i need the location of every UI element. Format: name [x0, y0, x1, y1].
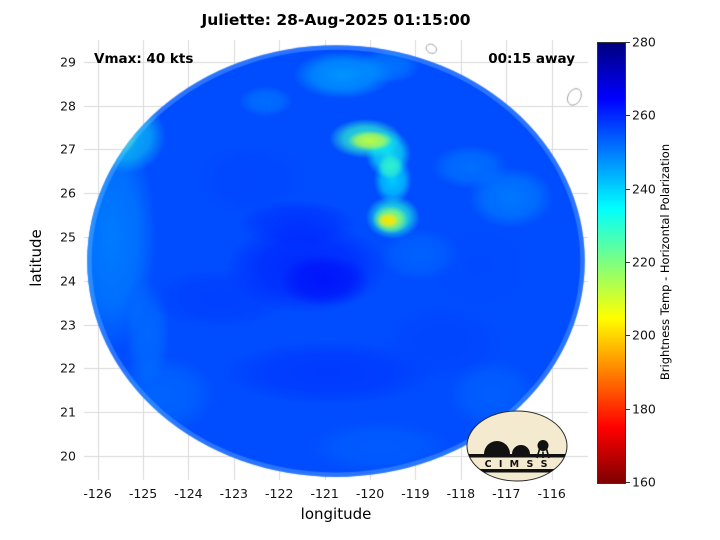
colorbar	[597, 42, 626, 484]
x-tick-label: -117	[492, 486, 521, 501]
x-tick-label: -119	[401, 486, 430, 501]
colorbar-tick-mark	[626, 262, 630, 263]
logo-dome-large-icon	[484, 441, 510, 454]
y-tick-label: 27	[60, 141, 76, 157]
y-tick-label: 22	[60, 360, 76, 376]
colorbar-tick-mark	[626, 482, 630, 483]
time-away-annotation: 00:15 away	[488, 51, 575, 67]
vmax-annotation: Vmax: 40 kts	[94, 51, 194, 67]
logo-bar-top	[467, 454, 567, 458]
logo-dome-small-icon	[512, 445, 530, 454]
x-tick-label: -121	[310, 486, 339, 501]
y-tick-label: 28	[60, 98, 76, 114]
colorbar-tick-mark	[626, 335, 630, 336]
y-tick-label: 23	[60, 317, 76, 333]
y-tick-label: 24	[60, 273, 76, 289]
y-tick-label: 26	[60, 185, 76, 201]
y-tick-label: 29	[60, 54, 76, 70]
logo-water-tower-icon	[537, 440, 549, 451]
colorbar-tick-label: 260	[632, 107, 656, 123]
colorbar-tick-label: 280	[632, 34, 656, 50]
x-tick-label: -122	[265, 486, 294, 501]
x-axis-label: longitude	[300, 505, 372, 523]
colorbar-tick-label: 160	[632, 474, 656, 490]
colorbar-tick-label: 200	[632, 327, 656, 343]
colorbar-tick-label: 220	[632, 254, 656, 270]
colorbar-tick-mark	[626, 115, 630, 116]
x-tick-label: -120	[355, 486, 385, 501]
y-tick-label: 21	[60, 404, 76, 420]
y-axis-label: latitude	[27, 229, 45, 287]
y-tick-label: 20	[60, 448, 76, 464]
chart-title: Juliette: 28-Aug-2025 01:15:00	[201, 11, 471, 29]
y-tick-label: 25	[60, 229, 76, 245]
colorbar-label: Brightness Temp - Horizontal Polarizatio…	[658, 143, 672, 381]
x-tick-label: -124	[174, 486, 203, 501]
logo-letters: C I M S S	[485, 459, 550, 470]
colorbar-tick-label: 240	[632, 181, 656, 197]
x-tick-label: -118	[446, 486, 476, 501]
colorbar-tick-mark	[626, 189, 630, 190]
colorbar-tick-label: 180	[632, 401, 656, 417]
colorbar-tick-mark	[626, 409, 630, 410]
x-tick-label: -126	[83, 486, 112, 501]
logo-bar-bottom	[467, 469, 567, 473]
cimss-logo: C I M S S	[466, 410, 568, 482]
x-tick-label: -123	[219, 486, 249, 501]
x-tick-label: -116	[537, 486, 566, 501]
x-tick-label: -125	[128, 486, 158, 501]
colorbar-tick-mark	[626, 42, 630, 43]
